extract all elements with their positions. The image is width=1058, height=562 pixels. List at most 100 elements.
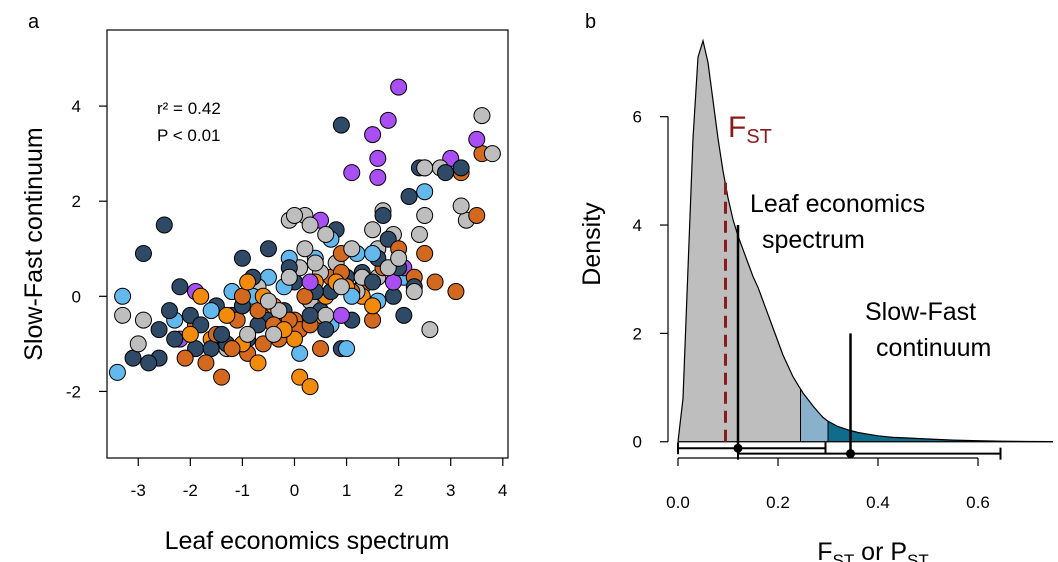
scatter-point <box>134 311 152 329</box>
scatter-point <box>134 245 152 263</box>
scatter-point <box>338 340 356 358</box>
leaf-economics-label-line2: spectrum <box>762 226 865 254</box>
scatter-point <box>291 344 309 362</box>
scatter-point <box>280 268 298 286</box>
scatter-point <box>150 321 168 339</box>
slow-fast-label-line1: Slow-Fast <box>865 298 976 326</box>
scatter-point <box>301 306 319 324</box>
x-tick-label: 1 <box>342 481 351 500</box>
scatter-point <box>285 206 303 224</box>
x-tick-label: 4 <box>498 481 507 500</box>
scatter-point <box>374 206 392 224</box>
leaf-economics-label-line1: Leaf economics <box>750 190 925 218</box>
scatter-point <box>317 321 335 339</box>
scatter-point <box>176 349 194 367</box>
scatter-point <box>301 273 319 291</box>
scatter-point <box>364 245 382 263</box>
scatter-point <box>124 349 142 367</box>
scatter-point <box>400 187 418 205</box>
scatter-point <box>301 378 319 396</box>
scatter-point <box>416 206 434 224</box>
y-tick-label: 4 <box>72 97 81 116</box>
scatter-point <box>301 216 319 234</box>
density-areas <box>677 38 1054 443</box>
y-tick-label: 2 <box>72 192 81 211</box>
scatter-point <box>140 354 158 372</box>
scatter-point <box>259 240 277 258</box>
density-outline <box>677 38 1054 443</box>
density-markers <box>677 176 1002 460</box>
x-tick-label: -1 <box>235 481 250 500</box>
scatter-point <box>239 325 257 343</box>
y-tick-label: 6 <box>633 108 642 127</box>
scatter-point <box>306 254 324 272</box>
scatter-point <box>416 245 434 263</box>
scatter-point <box>114 287 132 305</box>
scatter-point <box>452 197 470 215</box>
panel-label-b: b <box>585 11 596 33</box>
scatter-point <box>114 306 132 324</box>
scatter-point <box>296 240 314 258</box>
scatter-point <box>317 225 335 243</box>
scatter-point <box>452 159 470 177</box>
scatter-point <box>447 283 465 301</box>
scatter-points <box>108 78 501 396</box>
scatter-point <box>369 168 387 186</box>
density-axes: 0 2 4 6 0.0 0.2 0.4 0.6 <box>633 108 990 512</box>
xlabel-f: F <box>817 538 832 562</box>
scatter-point <box>249 354 267 372</box>
scatter-point <box>364 221 382 239</box>
scatter-point <box>312 340 330 358</box>
scatter-point <box>213 368 231 386</box>
scatter-point <box>181 325 199 343</box>
scatter-point <box>390 249 408 267</box>
density-region <box>828 421 1053 442</box>
scatter-point <box>364 311 382 329</box>
scatter-point <box>379 111 397 129</box>
scatter-point <box>384 273 402 291</box>
scatter-point <box>468 130 486 148</box>
scatter-point <box>155 216 173 234</box>
xlabel-sub2: ST <box>907 551 929 562</box>
panel-label-a: a <box>28 11 40 33</box>
y-tick-label: 4 <box>633 216 642 235</box>
scatter-x-axis-label: Leaf economics spectrum <box>165 527 450 555</box>
scatter-point <box>223 340 241 358</box>
scatter-plot-frame <box>106 29 509 459</box>
scatter-point <box>265 325 283 343</box>
scatter-point <box>426 273 444 291</box>
r2-annotation: r² = 0.42 <box>157 99 221 118</box>
scatter-point <box>202 302 220 320</box>
ci-point <box>846 449 855 459</box>
slow-fast-label-line2: continuum <box>876 334 991 362</box>
scatter-point <box>343 164 361 182</box>
x-tick-label: 0.6 <box>966 493 990 512</box>
x-tick-label: -3 <box>131 481 146 500</box>
density-y-axis-label: Density <box>578 202 606 286</box>
scatter-point <box>296 287 314 305</box>
scatter-point <box>384 287 402 305</box>
scatter-point <box>129 335 147 353</box>
scatter-point <box>364 297 382 315</box>
y-tick-label: 2 <box>633 324 642 343</box>
scatter-point <box>343 240 361 258</box>
x-tick-label: -2 <box>183 481 198 500</box>
density-region <box>800 388 828 442</box>
scatter-point <box>473 107 491 125</box>
y-tick-label: 0 <box>72 287 81 306</box>
scatter-point <box>364 126 382 144</box>
x-tick-label: 0.4 <box>866 493 890 512</box>
scatter-point <box>218 306 236 324</box>
fst-label: FST <box>728 111 772 148</box>
scatter-point <box>369 149 387 167</box>
x-tick-label: 3 <box>446 481 455 500</box>
scatter-point <box>405 283 423 301</box>
scatter-point <box>233 287 251 305</box>
scatter-point <box>317 306 335 324</box>
scatter-point <box>166 330 184 348</box>
scatter-point <box>410 225 428 243</box>
xlabel-sub1: ST <box>833 551 855 562</box>
scatter-point <box>192 287 210 305</box>
scatter-y-axis-label: Slow-Fast continuum <box>20 127 48 360</box>
